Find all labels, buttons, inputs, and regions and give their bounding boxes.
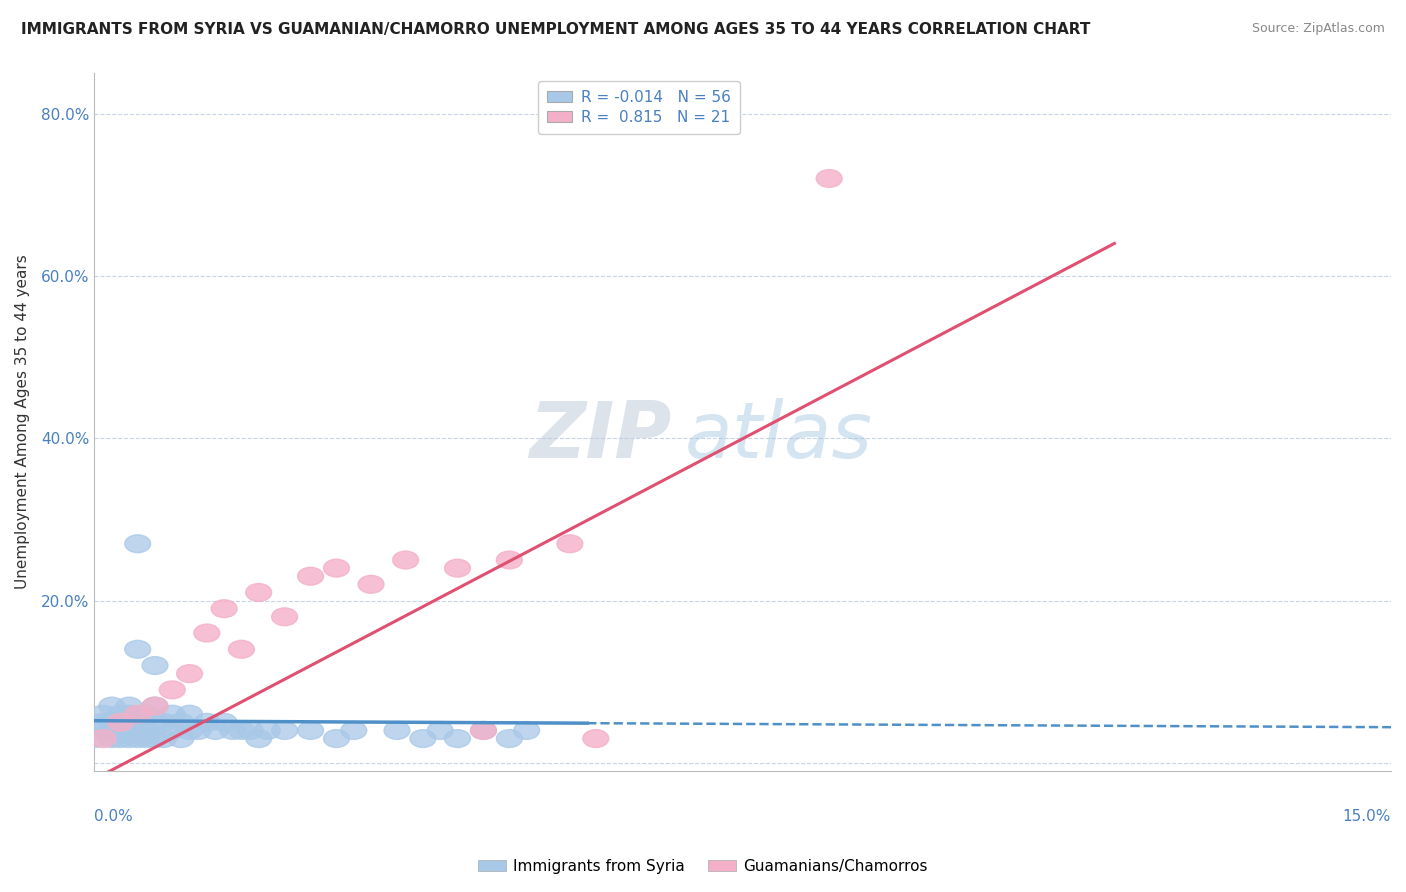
Ellipse shape: [392, 551, 419, 569]
Ellipse shape: [125, 714, 150, 731]
Ellipse shape: [90, 706, 117, 723]
Ellipse shape: [98, 722, 125, 739]
Ellipse shape: [117, 722, 142, 739]
Text: Source: ZipAtlas.com: Source: ZipAtlas.com: [1251, 22, 1385, 36]
Ellipse shape: [471, 722, 496, 739]
Ellipse shape: [150, 730, 177, 747]
Ellipse shape: [186, 722, 211, 739]
Ellipse shape: [298, 722, 323, 739]
Ellipse shape: [513, 722, 540, 739]
Ellipse shape: [142, 657, 167, 674]
Ellipse shape: [98, 714, 125, 731]
Ellipse shape: [444, 730, 471, 747]
Ellipse shape: [238, 722, 263, 739]
Text: 0.0%: 0.0%: [94, 809, 134, 824]
Ellipse shape: [496, 551, 522, 569]
Ellipse shape: [125, 706, 150, 723]
Ellipse shape: [817, 169, 842, 187]
Ellipse shape: [323, 730, 350, 747]
Ellipse shape: [246, 730, 271, 747]
Ellipse shape: [90, 730, 117, 747]
Y-axis label: Unemployment Among Ages 35 to 44 years: Unemployment Among Ages 35 to 44 years: [15, 254, 30, 590]
Ellipse shape: [134, 730, 159, 747]
Text: 15.0%: 15.0%: [1343, 809, 1391, 824]
Ellipse shape: [142, 714, 167, 731]
Ellipse shape: [271, 722, 298, 739]
Ellipse shape: [246, 583, 271, 601]
Ellipse shape: [228, 722, 254, 739]
Ellipse shape: [107, 722, 134, 739]
Ellipse shape: [125, 640, 150, 658]
Ellipse shape: [411, 730, 436, 747]
Ellipse shape: [202, 722, 228, 739]
Ellipse shape: [142, 698, 167, 715]
Ellipse shape: [125, 535, 150, 553]
Ellipse shape: [98, 730, 125, 747]
Ellipse shape: [134, 722, 159, 739]
Ellipse shape: [384, 722, 411, 739]
Ellipse shape: [117, 698, 142, 715]
Ellipse shape: [583, 730, 609, 747]
Ellipse shape: [471, 722, 496, 739]
Ellipse shape: [142, 730, 167, 747]
Ellipse shape: [177, 706, 202, 723]
Ellipse shape: [298, 567, 323, 585]
Ellipse shape: [107, 706, 134, 723]
Legend: R = -0.014   N = 56, R =  0.815   N = 21: R = -0.014 N = 56, R = 0.815 N = 21: [538, 80, 740, 135]
Ellipse shape: [107, 714, 134, 731]
Ellipse shape: [82, 730, 107, 747]
Ellipse shape: [167, 714, 194, 731]
Ellipse shape: [98, 698, 125, 715]
Ellipse shape: [90, 714, 117, 731]
Ellipse shape: [150, 714, 177, 731]
Ellipse shape: [177, 722, 202, 739]
Ellipse shape: [211, 714, 238, 731]
Ellipse shape: [159, 681, 186, 698]
Ellipse shape: [167, 730, 194, 747]
Ellipse shape: [194, 624, 219, 642]
Ellipse shape: [427, 722, 453, 739]
Ellipse shape: [107, 714, 134, 731]
Ellipse shape: [219, 722, 246, 739]
Text: ZIP: ZIP: [529, 398, 672, 474]
Ellipse shape: [254, 722, 280, 739]
Legend: Immigrants from Syria, Guamanians/Chamorros: Immigrants from Syria, Guamanians/Chamor…: [472, 853, 934, 880]
Ellipse shape: [359, 575, 384, 593]
Ellipse shape: [228, 640, 254, 658]
Ellipse shape: [194, 714, 219, 731]
Ellipse shape: [177, 665, 202, 682]
Text: IMMIGRANTS FROM SYRIA VS GUAMANIAN/CHAMORRO UNEMPLOYMENT AMONG AGES 35 TO 44 YEA: IMMIGRANTS FROM SYRIA VS GUAMANIAN/CHAMO…: [21, 22, 1091, 37]
Ellipse shape: [134, 706, 159, 723]
Ellipse shape: [444, 559, 471, 577]
Ellipse shape: [323, 559, 350, 577]
Ellipse shape: [496, 730, 522, 747]
Ellipse shape: [117, 730, 142, 747]
Ellipse shape: [159, 706, 186, 723]
Ellipse shape: [107, 730, 134, 747]
Ellipse shape: [271, 607, 298, 625]
Ellipse shape: [142, 698, 167, 715]
Ellipse shape: [211, 599, 238, 617]
Ellipse shape: [159, 722, 186, 739]
Ellipse shape: [557, 535, 583, 553]
Ellipse shape: [340, 722, 367, 739]
Ellipse shape: [125, 730, 150, 747]
Ellipse shape: [117, 706, 142, 723]
Ellipse shape: [125, 722, 150, 739]
Ellipse shape: [90, 722, 117, 739]
Text: atlas: atlas: [685, 398, 872, 474]
